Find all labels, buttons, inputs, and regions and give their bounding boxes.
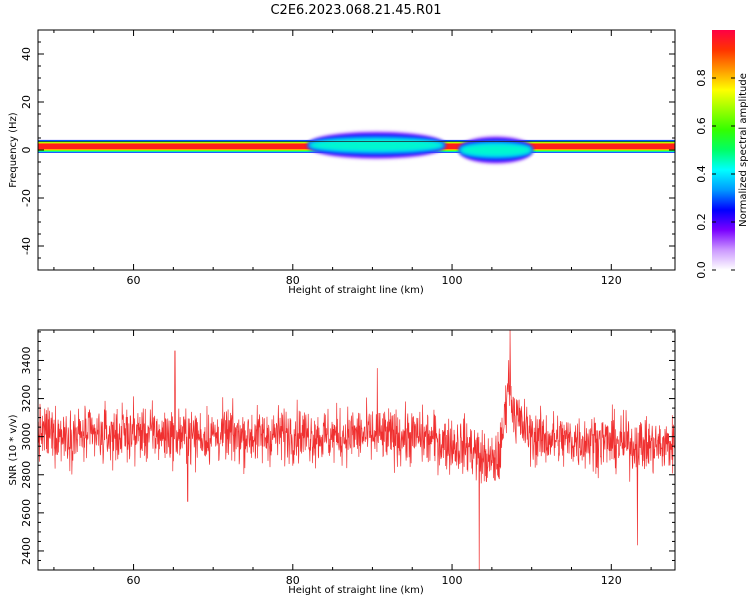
- colorbar-tick-label: 0.2: [695, 213, 708, 231]
- spectrogram-band: [460, 144, 532, 156]
- colorbar-tick-label: 0.6: [695, 117, 708, 135]
- colorbar-ticks: 0.0 0.2 0.4 0.6 0.8: [695, 69, 735, 279]
- snr-ytick-label: 3400: [20, 346, 33, 374]
- snr-ytick-label: 3000: [20, 423, 33, 451]
- colorbar-tick-label: 0.0: [695, 261, 708, 279]
- snr-ytick-label: 2800: [20, 461, 33, 489]
- snr-ytick-label: 2600: [20, 499, 33, 527]
- colorbar-label: Normalized spectral amplitude: [738, 73, 749, 227]
- spectrogram-xtick-label: 60: [127, 274, 141, 287]
- spectrogram-ytick-label: 0: [20, 147, 33, 154]
- spectrogram-xtick-label: 80: [286, 274, 300, 287]
- snr-marks: [37, 329, 676, 571]
- spectrogram-ytick-label: 20: [20, 95, 33, 109]
- snr-xtick-label: 100: [442, 574, 463, 587]
- snr-ticks: 60 80 100 120 2400 2600 2800 3000 3200 3400: [20, 330, 675, 587]
- snr-frame: [37, 329, 676, 571]
- snr-xtick-label: 120: [601, 574, 622, 587]
- spectrogram-xlabel: Height of straight line (km): [288, 285, 424, 296]
- snr-xtick-label: 80: [286, 574, 300, 587]
- snr-panel: 60 80 100 120 2400 2600 2800 3000 3200 3400 Heigh…: [8, 329, 676, 596]
- spectrogram-marks: [38, 132, 675, 163]
- colorbar-tick-label: 0.4: [695, 165, 708, 183]
- spectrogram-band: [308, 139, 445, 151]
- spectrogram-ytick-label: 40: [20, 47, 33, 61]
- colorbar-gradient: [712, 30, 735, 270]
- snr-ytick-label: 3200: [20, 385, 33, 413]
- spectrogram-xtick-label: 100: [442, 274, 463, 287]
- figure-title: C2E6.2023.068.21.45.R01: [270, 3, 441, 18]
- colorbar: 0.0 0.2 0.4 0.6 0.8 Normalized spectral ampl…: [695, 30, 749, 279]
- spectrogram-ytick-label: -40: [20, 237, 33, 255]
- snr-xtick-label: 60: [127, 574, 141, 587]
- spectrogram-ytick-label: -20: [20, 189, 33, 207]
- spectrogram-xtick-label: 120: [601, 274, 622, 287]
- snr-ytick-label: 2400: [20, 537, 33, 565]
- spectrogram-panel: 60 80 100 120 -40 -20 0 20 40 Height of straight…: [8, 29, 676, 296]
- spectrogram-ticks: 60 80 100 120 -40 -20 0 20 40: [20, 29, 675, 287]
- snr-ylabel: SNR (10 * v/v): [8, 414, 19, 485]
- spectrogram-ylabel: Frequency (Hz): [8, 112, 19, 188]
- snr-xlabel: Height of straight line (km): [288, 585, 424, 596]
- colorbar-tick-label: 0.8: [695, 69, 708, 87]
- snr-series-line: [37, 329, 676, 571]
